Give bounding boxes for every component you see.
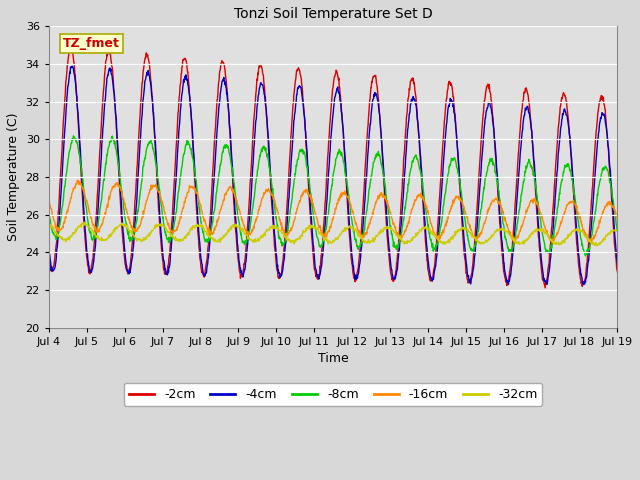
-16cm bbox=[614, 217, 621, 223]
-2cm bbox=[45, 251, 52, 257]
-32cm bbox=[81, 219, 88, 225]
Y-axis label: Soil Temperature (C): Soil Temperature (C) bbox=[7, 113, 20, 241]
-8cm bbox=[236, 220, 243, 226]
-4cm bbox=[68, 63, 76, 69]
Line: -16cm: -16cm bbox=[49, 180, 618, 242]
-8cm bbox=[582, 253, 589, 259]
-16cm bbox=[422, 203, 429, 208]
-8cm bbox=[614, 229, 621, 235]
-8cm bbox=[70, 133, 77, 139]
-2cm bbox=[236, 267, 243, 273]
-8cm bbox=[158, 205, 166, 211]
-32cm bbox=[547, 237, 554, 242]
Line: -32cm: -32cm bbox=[49, 222, 618, 246]
-16cm bbox=[172, 228, 179, 234]
-32cm bbox=[172, 238, 179, 243]
-32cm bbox=[45, 220, 52, 226]
Line: -2cm: -2cm bbox=[49, 47, 618, 288]
-4cm bbox=[158, 239, 166, 244]
-2cm bbox=[67, 44, 74, 49]
-32cm bbox=[422, 224, 429, 230]
-16cm bbox=[74, 178, 82, 183]
-8cm bbox=[172, 211, 179, 216]
-8cm bbox=[45, 209, 52, 215]
-32cm bbox=[158, 223, 166, 228]
-4cm bbox=[504, 282, 512, 288]
-16cm bbox=[496, 199, 504, 204]
-16cm bbox=[547, 235, 554, 241]
Line: -4cm: -4cm bbox=[49, 66, 618, 285]
-8cm bbox=[496, 199, 504, 204]
-16cm bbox=[45, 197, 52, 203]
-4cm bbox=[422, 232, 429, 238]
-2cm bbox=[614, 269, 621, 275]
-4cm bbox=[496, 213, 504, 219]
-2cm bbox=[158, 252, 166, 257]
-4cm bbox=[236, 259, 243, 264]
-32cm bbox=[614, 229, 621, 235]
Title: Tonzi Soil Temperature Set D: Tonzi Soil Temperature Set D bbox=[234, 7, 433, 21]
-2cm bbox=[172, 155, 179, 160]
Text: TZ_fmet: TZ_fmet bbox=[63, 37, 120, 50]
-2cm bbox=[422, 242, 429, 248]
-32cm bbox=[593, 243, 601, 249]
-32cm bbox=[496, 226, 504, 232]
-4cm bbox=[45, 244, 52, 250]
-8cm bbox=[422, 207, 429, 213]
-32cm bbox=[236, 223, 243, 229]
-16cm bbox=[236, 207, 243, 213]
-8cm bbox=[547, 246, 554, 252]
-4cm bbox=[614, 262, 621, 268]
Legend: -2cm, -4cm, -8cm, -16cm, -32cm: -2cm, -4cm, -8cm, -16cm, -32cm bbox=[124, 383, 542, 406]
-16cm bbox=[548, 240, 556, 245]
-4cm bbox=[547, 254, 554, 260]
Line: -8cm: -8cm bbox=[49, 136, 618, 256]
-2cm bbox=[496, 223, 504, 228]
-4cm bbox=[172, 181, 179, 187]
-16cm bbox=[158, 199, 166, 205]
X-axis label: Time: Time bbox=[318, 352, 349, 365]
-2cm bbox=[547, 242, 554, 248]
-2cm bbox=[541, 285, 549, 291]
